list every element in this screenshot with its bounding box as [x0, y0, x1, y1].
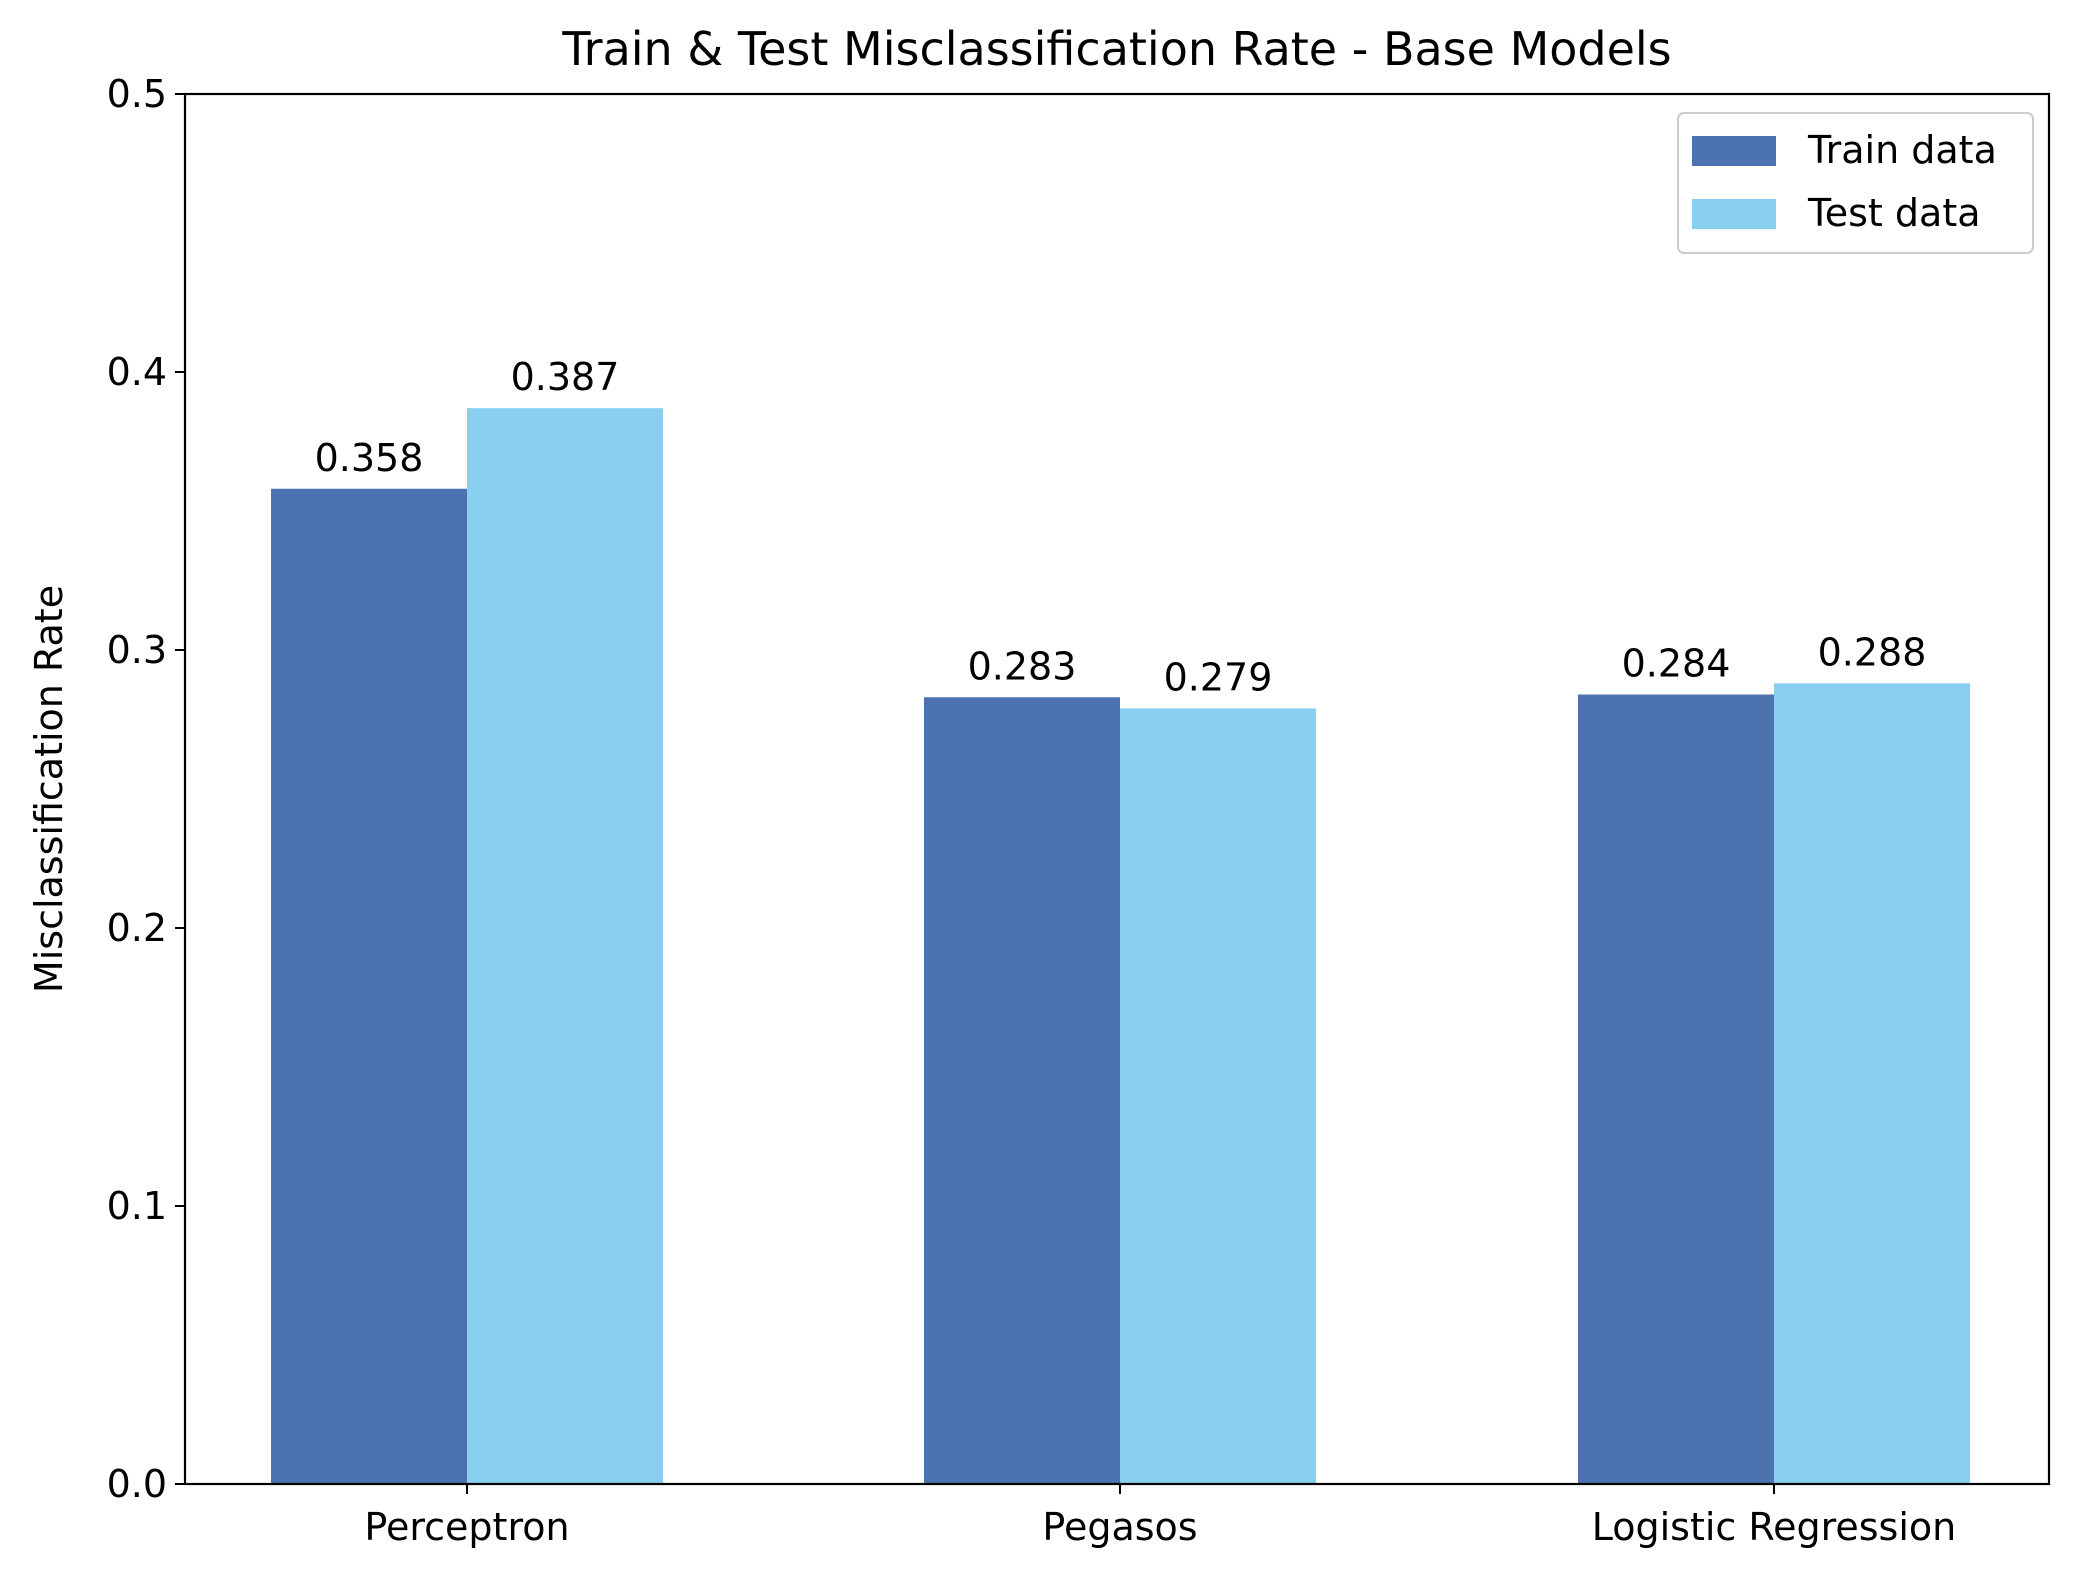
- chart-title: Train & Test Misclassification Rate - Ba…: [561, 22, 1671, 76]
- y-tick-label: 0.1: [107, 1184, 167, 1228]
- y-axis-ticks: 0.0 0.1 0.2 0.3 0.4 0.5: [107, 72, 185, 1506]
- y-tick-label: 0.5: [107, 72, 167, 116]
- bar-train-1: [924, 697, 1120, 1484]
- bar-value-label: 0.387: [511, 355, 620, 399]
- bar-value-label: 0.284: [1622, 641, 1731, 685]
- legend-entry-label: Train data: [1807, 128, 1997, 172]
- bar-value-label: 0.283: [968, 644, 1077, 688]
- bar-train-2: [1578, 694, 1774, 1484]
- legend-swatch: [1692, 199, 1776, 229]
- y-tick-label: 0.0: [107, 1462, 167, 1506]
- legend-swatch: [1692, 136, 1776, 166]
- x-tick-label: Perceptron: [364, 1505, 569, 1549]
- y-tick-label: 0.2: [107, 906, 167, 950]
- legend-entry-label: Test data: [1807, 191, 1981, 235]
- bar-value-label: 0.358: [315, 436, 424, 480]
- y-axis-label: Misclassification Rate: [27, 585, 71, 993]
- bar-test-0: [467, 408, 663, 1484]
- bar-value-label: 0.279: [1164, 655, 1273, 699]
- plot-frame: [183, 92, 2051, 1486]
- bar-test-1: [1120, 708, 1316, 1484]
- bar-value-labels: 0.358 0.283 0.284 0.387 0.279 0.288: [315, 355, 1927, 699]
- x-tick-label: Pegasos: [1042, 1505, 1197, 1549]
- bar-train-0: [271, 488, 467, 1484]
- x-tick-label: Logistic Regression: [1592, 1505, 1957, 1549]
- legend: Train data Test data: [1677, 112, 2034, 254]
- bar-series: [271, 408, 1970, 1484]
- y-tick-label: 0.3: [107, 628, 167, 672]
- y-tick-label: 0.4: [107, 350, 167, 394]
- x-axis-ticks: Perceptron Pegasos Logistic Regression: [364, 1484, 1956, 1549]
- bar-test-2: [1774, 683, 1970, 1484]
- bar-value-label: 0.288: [1818, 630, 1927, 674]
